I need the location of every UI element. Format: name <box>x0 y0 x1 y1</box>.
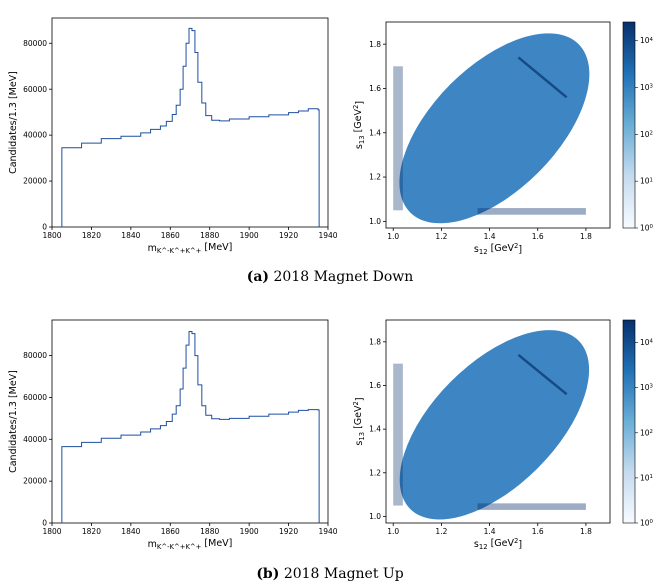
y-tick-label: 1.4 <box>369 128 381 137</box>
y-tick-label: 1.2 <box>369 173 381 182</box>
colorbar-tick-label: 103​ <box>640 83 653 92</box>
y-tick-label: 80000 <box>23 351 47 360</box>
resonance-band-diagonal <box>517 353 568 396</box>
colorbar-tick-label: 100​ <box>640 519 654 528</box>
x-tick-label: 1800 <box>42 527 61 536</box>
colorbar-tick-label: 102​ <box>640 428 653 437</box>
y-tick-label: 1.0 <box>369 512 381 521</box>
histogram-down_mass: 1800 1820 1840 1860 1880 1900 1920 1940 0 20000 40… <box>8 17 338 255</box>
x-tick-label: 1940 <box>318 527 337 536</box>
x-tick-label: 1.4 <box>484 527 496 536</box>
x-tick-label: 1.6 <box>532 527 544 536</box>
y-tick-label: 1.2 <box>369 468 381 477</box>
y-tick-label: 60000 <box>23 393 47 402</box>
dalitz-down_dalitz: 1.0 1.2 1.4 1.6 1.8 1.0 1.2 1.4 1.6 1.8 s12​ [GeV2… <box>352 21 654 256</box>
x-tick-label: 1.8 <box>580 232 592 241</box>
dalitz-region <box>399 330 590 520</box>
x-tick-label: 1840 <box>121 527 140 536</box>
plot-frame <box>51 319 329 524</box>
x-tick-label: 1.0 <box>387 527 399 536</box>
x-tick-label: 1.6 <box>532 232 544 241</box>
dalitz-region <box>399 33 590 224</box>
x-tick-label: 1.4 <box>484 232 496 241</box>
colorbar <box>622 319 636 524</box>
colorbar-tick-label: 101​ <box>640 177 653 186</box>
y-tick-label: 1.8 <box>369 40 381 49</box>
x-tick-label: 1.0 <box>387 232 399 241</box>
colorbar-tick-label: 104​ <box>640 36 654 45</box>
y-axis-label: s13​ [GeV2​] <box>352 101 366 149</box>
x-tick-label: 1860 <box>161 231 180 240</box>
x-axis-label: mK^-K^+K^+​ [MeV] <box>148 538 233 551</box>
x-tick-label: 1920 <box>279 231 298 240</box>
x-tick-label: 1880 <box>200 231 219 240</box>
colorbar-tick-label: 101​ <box>640 473 653 482</box>
plot-frame <box>51 17 329 228</box>
plot-frame <box>385 21 611 229</box>
x-tick-label: 1940 <box>318 231 337 240</box>
x-tick-label: 1.2 <box>435 232 447 241</box>
y-axis-label: Candidates/1.3 [MeV] <box>8 71 19 174</box>
resonance-band-vertical <box>393 66 403 211</box>
y-tick-label: 0 <box>42 519 47 528</box>
x-tick-label: 1800 <box>42 231 61 240</box>
resonance-band-horizontal <box>477 503 586 510</box>
plot-frame <box>385 319 611 524</box>
caption-a: (a) 2018 Magnet Down <box>247 269 414 285</box>
y-tick-label: 0 <box>42 223 47 232</box>
histogram-up_mass: 1800 1820 1840 1860 1880 1900 1920 1940 0 20000 40… <box>8 319 338 551</box>
x-axis-label: s12​ [GeV2​] <box>474 242 522 256</box>
x-tick-label: 1920 <box>279 527 298 536</box>
y-tick-label: 1.0 <box>369 217 381 226</box>
y-tick-label: 60000 <box>23 85 47 94</box>
y-tick-label: 1.6 <box>369 381 381 390</box>
x-tick-label: 1820 <box>82 231 101 240</box>
colorbar <box>622 21 636 229</box>
colorbar-tick-label: 102​ <box>640 130 653 139</box>
histogram-step-line <box>61 331 320 523</box>
y-tick-label: 20000 <box>23 477 47 486</box>
x-tick-label: 1840 <box>121 231 140 240</box>
x-axis-label: mK^-K^+K^+​ [MeV] <box>148 242 233 255</box>
resonance-band-vertical <box>393 363 403 506</box>
x-axis-label: s12​ [GeV2​] <box>474 537 522 551</box>
y-axis-label: Candidates/1.3 [MeV] <box>8 370 19 473</box>
histogram-step-line <box>61 27 320 227</box>
x-tick-label: 1860 <box>161 527 180 536</box>
y-tick-label: 1.6 <box>369 84 381 93</box>
y-tick-label: 40000 <box>23 435 47 444</box>
y-tick-label: 1.4 <box>369 425 381 434</box>
y-tick-label: 40000 <box>23 131 47 140</box>
colorbar-tick-label: 104​ <box>640 338 654 347</box>
y-tick-label: 1.8 <box>369 337 381 346</box>
caption-b: (b) 2018 Magnet Up <box>256 566 403 582</box>
x-tick-label: 1.8 <box>580 527 592 536</box>
y-tick-label: 20000 <box>23 177 47 186</box>
x-tick-label: 1.2 <box>435 527 447 536</box>
x-tick-label: 1880 <box>200 527 219 536</box>
x-tick-label: 1900 <box>240 231 259 240</box>
colorbar-tick-label: 100​ <box>640 224 654 233</box>
resonance-band-horizontal <box>477 208 586 215</box>
y-axis-label: s13​ [GeV2​] <box>352 397 366 445</box>
resonance-band-diagonal <box>517 56 568 99</box>
x-tick-label: 1820 <box>82 527 101 536</box>
colorbar-tick-label: 103​ <box>640 383 653 392</box>
x-tick-label: 1900 <box>240 527 259 536</box>
dalitz-up_dalitz: 1.0 1.2 1.4 1.6 1.8 1.0 1.2 1.4 1.6 1.8 s12​ [GeV2… <box>352 319 654 551</box>
y-tick-label: 80000 <box>23 39 47 48</box>
